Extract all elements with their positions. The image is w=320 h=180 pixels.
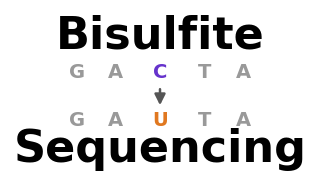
Text: A: A [108,62,123,82]
Text: G: G [69,111,85,130]
Text: T: T [198,111,212,130]
Text: A: A [108,111,123,130]
Text: A: A [236,111,251,130]
Text: G: G [69,62,85,82]
Text: C: C [153,62,167,82]
Text: Sequencing: Sequencing [13,128,307,171]
Text: Bisulfite: Bisulfite [56,14,264,57]
Text: A: A [236,62,251,82]
Text: T: T [198,62,212,82]
Text: U: U [152,111,168,130]
